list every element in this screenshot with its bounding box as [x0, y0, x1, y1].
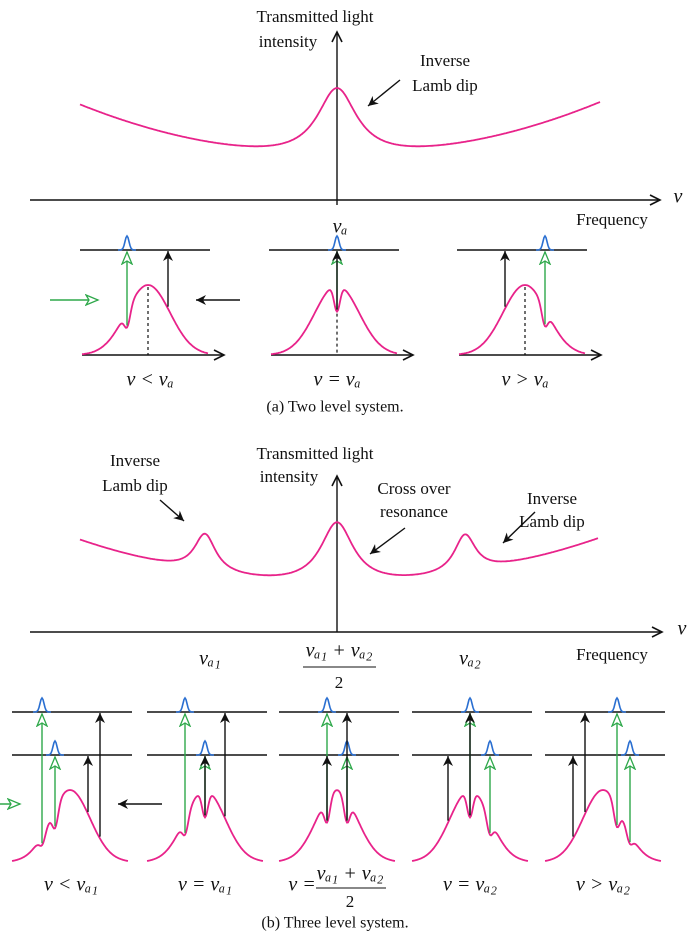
fraction-denominator: 2 [346, 892, 355, 911]
hole-burn-line [46, 741, 64, 755]
x-axis-symbol: ν [674, 186, 683, 208]
panel-label: ν < νₐ₁ [44, 874, 98, 896]
y-axis-label: Transmitted light [257, 7, 374, 26]
hole-burn-line [608, 698, 626, 712]
hole-burn-line [196, 741, 214, 755]
hole-burn-line [621, 741, 639, 755]
resonance-label: νₐ₁ [199, 648, 221, 670]
hole-burn-line [461, 698, 479, 712]
annotation: Lamb dip [412, 76, 478, 95]
panel-label: ν < νₐ [126, 369, 173, 391]
panel-label: ν = νₐ [313, 369, 360, 391]
caption: (b) Three level system. [261, 915, 408, 932]
velocity-profile [545, 790, 661, 861]
resonance-label: νₐ [333, 216, 348, 238]
velocity-profile [459, 285, 585, 354]
panel-label: ν > νₐ₂ [576, 874, 630, 896]
velocity-profile [82, 285, 208, 354]
y-axis-label: Transmitted light [257, 444, 374, 463]
velocity-profile [279, 790, 395, 861]
annotation: resonance [380, 502, 448, 521]
panel-label: ν = νₐ₂ [443, 874, 497, 896]
annotation-arrow [370, 528, 405, 554]
x-axis-label: Frequency [576, 210, 648, 229]
annotation: Inverse [527, 489, 577, 508]
hole-burn-line [118, 236, 136, 250]
annotation: Inverse [420, 51, 470, 70]
hole-burn-line [481, 741, 499, 755]
caption: (a) Two level system. [266, 399, 403, 416]
x-axis-label: Frequency [576, 645, 648, 664]
fraction-denominator: 2 [335, 673, 344, 692]
figure: Transmitted light intensity Inverse Lamb… [0, 0, 699, 938]
hole-burn-line [318, 698, 336, 712]
annotation-arrow [160, 500, 184, 521]
hole-burn-line [536, 236, 554, 250]
velocity-profile [12, 790, 128, 861]
hole-burn-line [176, 698, 194, 712]
annotation: Inverse [110, 451, 160, 470]
fraction-numerator: νₐ₁ + νₐ₂ [306, 640, 373, 662]
hole-burn-line [33, 698, 51, 712]
panel-label: ν > νₐ [501, 369, 548, 391]
hole-burn-line [328, 236, 346, 250]
fraction-numerator: νₐ₁ + νₐ₂ [317, 863, 384, 885]
annotation-arrow [368, 80, 400, 106]
panel-label: ν = [288, 874, 315, 896]
annotation: Cross over [377, 479, 451, 498]
velocity-profile [271, 290, 397, 354]
annotation: Lamb dip [102, 476, 168, 495]
resonance-label: νₐ₂ [459, 648, 481, 670]
y-axis-label: intensity [259, 32, 318, 51]
y-axis-label: intensity [260, 467, 319, 486]
x-axis-symbol: ν [678, 618, 687, 640]
panel-label: ν = νₐ₁ [178, 874, 232, 896]
spectrum-curve [80, 88, 600, 146]
annotation: Lamb dip [519, 512, 585, 531]
